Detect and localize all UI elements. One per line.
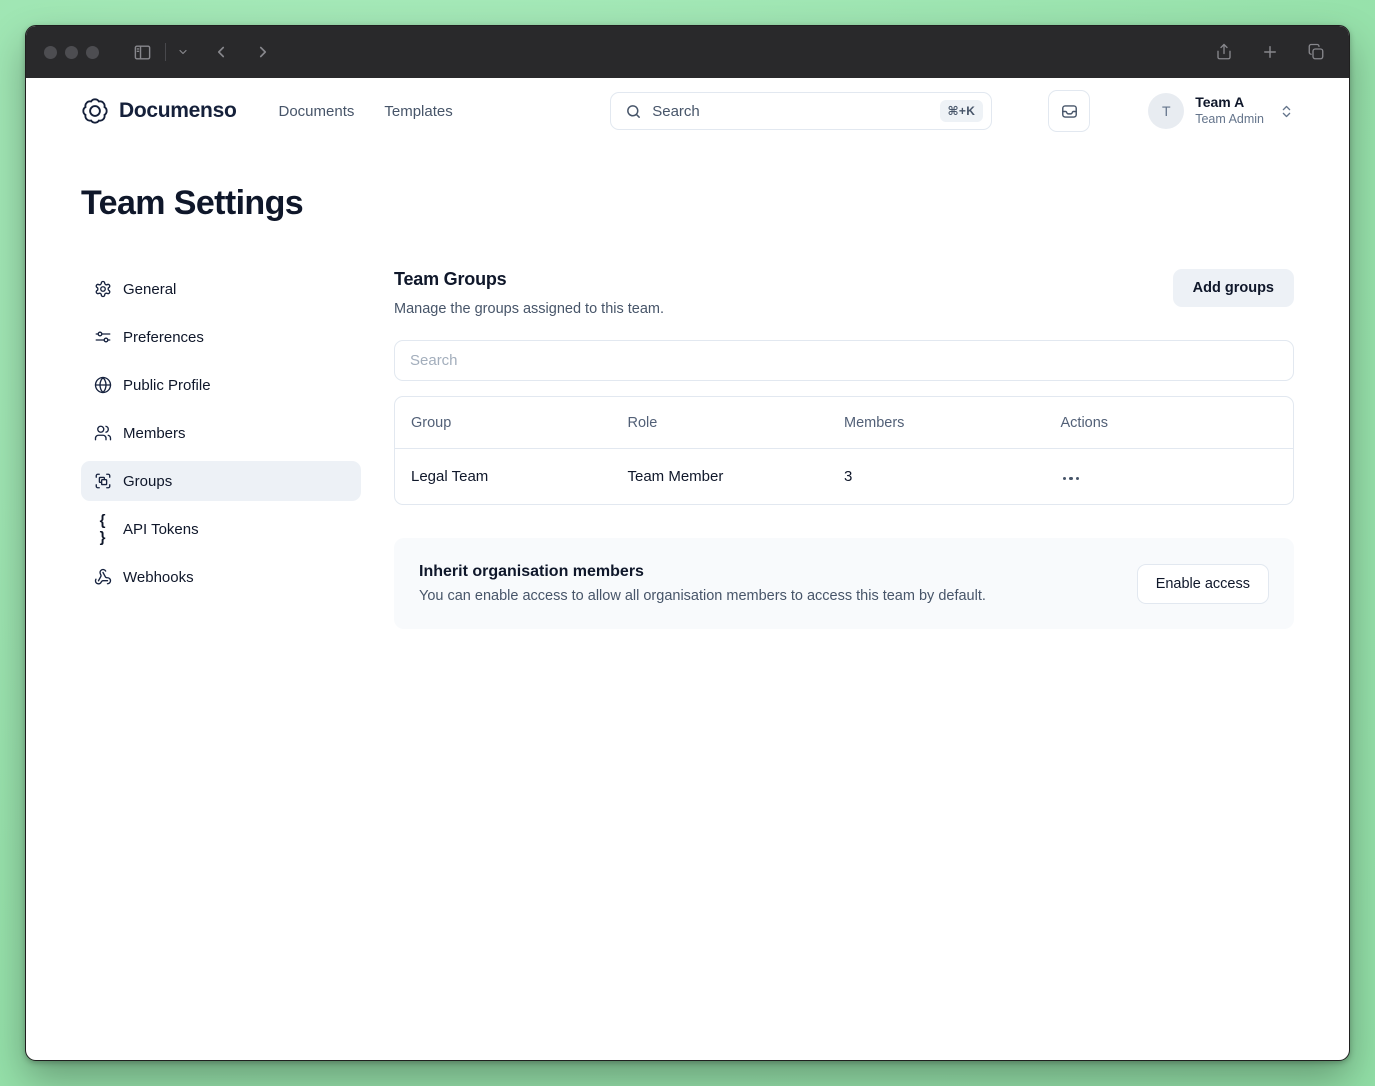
column-header-group: Group [411,414,452,431]
users-icon [94,425,112,441]
chevron-down-icon[interactable] [174,39,192,65]
inherit-title: Inherit organisation members [419,563,644,580]
inbox-icon [1061,104,1077,118]
forward-button-icon[interactable] [248,39,278,65]
sliders-icon [95,331,111,343]
cell-group-name: Legal Team [411,468,489,485]
sidebar-item-members[interactable]: Members [81,413,361,453]
titlebar [26,26,1349,78]
zoom-window-button[interactable] [86,45,99,59]
tab-overview-icon[interactable] [1301,39,1331,65]
sidebar-item-preferences[interactable]: Preferences [81,317,361,357]
sidebar-item-label: Webhooks [123,568,194,586]
team-settings-page: Team Settings General Preferences Public… [26,144,1349,1060]
globe-icon [94,376,112,394]
search-icon [627,104,641,118]
column-header-role: Role [627,414,658,431]
cell-role: Team Member [627,468,724,485]
webhook-icon [94,568,112,585]
sidebar-item-label: Members [123,424,186,442]
section-subtitle: Manage the groups assigned to this team. [394,301,665,317]
account-name: Team A [1195,94,1245,111]
sidebar-item-label: Public Profile [123,376,211,394]
traffic-lights [44,45,99,59]
enable-access-button[interactable]: Enable access [1136,563,1269,604]
share-icon[interactable] [1209,39,1239,65]
add-groups-button[interactable]: Add groups [1172,269,1294,307]
groups-filter-input[interactable] [394,340,1294,381]
sidebar-item-label: API Tokens [123,520,199,538]
page-title: Team Settings [81,184,304,222]
sidebar-item-webhooks[interactable]: Webhooks [81,557,361,597]
column-header-actions: Actions [1060,414,1109,431]
global-search-input[interactable] [652,102,930,120]
table-header-row: Group Role Members Actions [395,397,1293,449]
brand-name: Documenso [119,99,237,122]
documenso-badge-icon [82,98,108,124]
chevrons-up-down-icon [1282,105,1291,117]
main-nav: Documents Templates [279,103,453,120]
inbox-button[interactable] [1048,90,1091,132]
settings-sidebar: General Preferences Public Profile Membe… [81,269,361,629]
sidebar-item-label: General [123,280,177,298]
nav-templates[interactable]: Templates [384,102,453,120]
column-header-members: Members [844,414,905,431]
documenso-logo[interactable]: Documenso [81,97,237,125]
account-role: Team Admin [1195,111,1264,126]
row-actions-menu-icon[interactable] [1061,471,1082,487]
search-shortcut-badge: ⌘+K [939,100,984,122]
inherit-members-card: Inherit organisation members You can ena… [394,538,1294,629]
account-menu[interactable]: T Team A Team Admin [1148,93,1294,129]
sidebar-toggle-icon[interactable] [127,39,157,65]
braces-icon: { } [99,512,107,546]
minimize-window-button[interactable] [65,45,78,59]
sidebar-item-groups[interactable]: Groups [81,461,361,501]
nav-documents[interactable]: Documents [278,102,355,120]
browser-window: Documenso Documents Templates ⌘+K T Team… [25,25,1350,1061]
titlebar-divider [165,43,166,61]
sidebar-item-label: Groups [123,472,173,490]
gear-icon [95,280,111,298]
section-title: Team Groups [394,269,507,289]
global-search[interactable]: ⌘+K [610,92,993,130]
group-frame-icon [95,473,111,489]
sidebar-item-general[interactable]: General [81,269,361,309]
app-header: Documenso Documents Templates ⌘+K T Team… [26,78,1349,144]
table-row: Legal Team Team Member 3 [395,449,1293,504]
avatar: T [1148,93,1185,129]
team-groups-section: Team Groups Manage the groups assigned t… [394,269,1294,629]
new-tab-plus-icon[interactable] [1255,39,1285,65]
close-window-button[interactable] [44,45,57,59]
back-button-icon[interactable] [206,39,236,65]
groups-table: Group Role Members Actions Legal Team Te… [394,396,1294,505]
sidebar-item-public-profile[interactable]: Public Profile [81,365,361,405]
sidebar-item-label: Preferences [123,328,204,346]
inherit-description: You can enable access to allow all organ… [419,588,986,604]
cell-members-count: 3 [844,468,853,485]
sidebar-item-api-tokens[interactable]: { } API Tokens [81,509,361,549]
